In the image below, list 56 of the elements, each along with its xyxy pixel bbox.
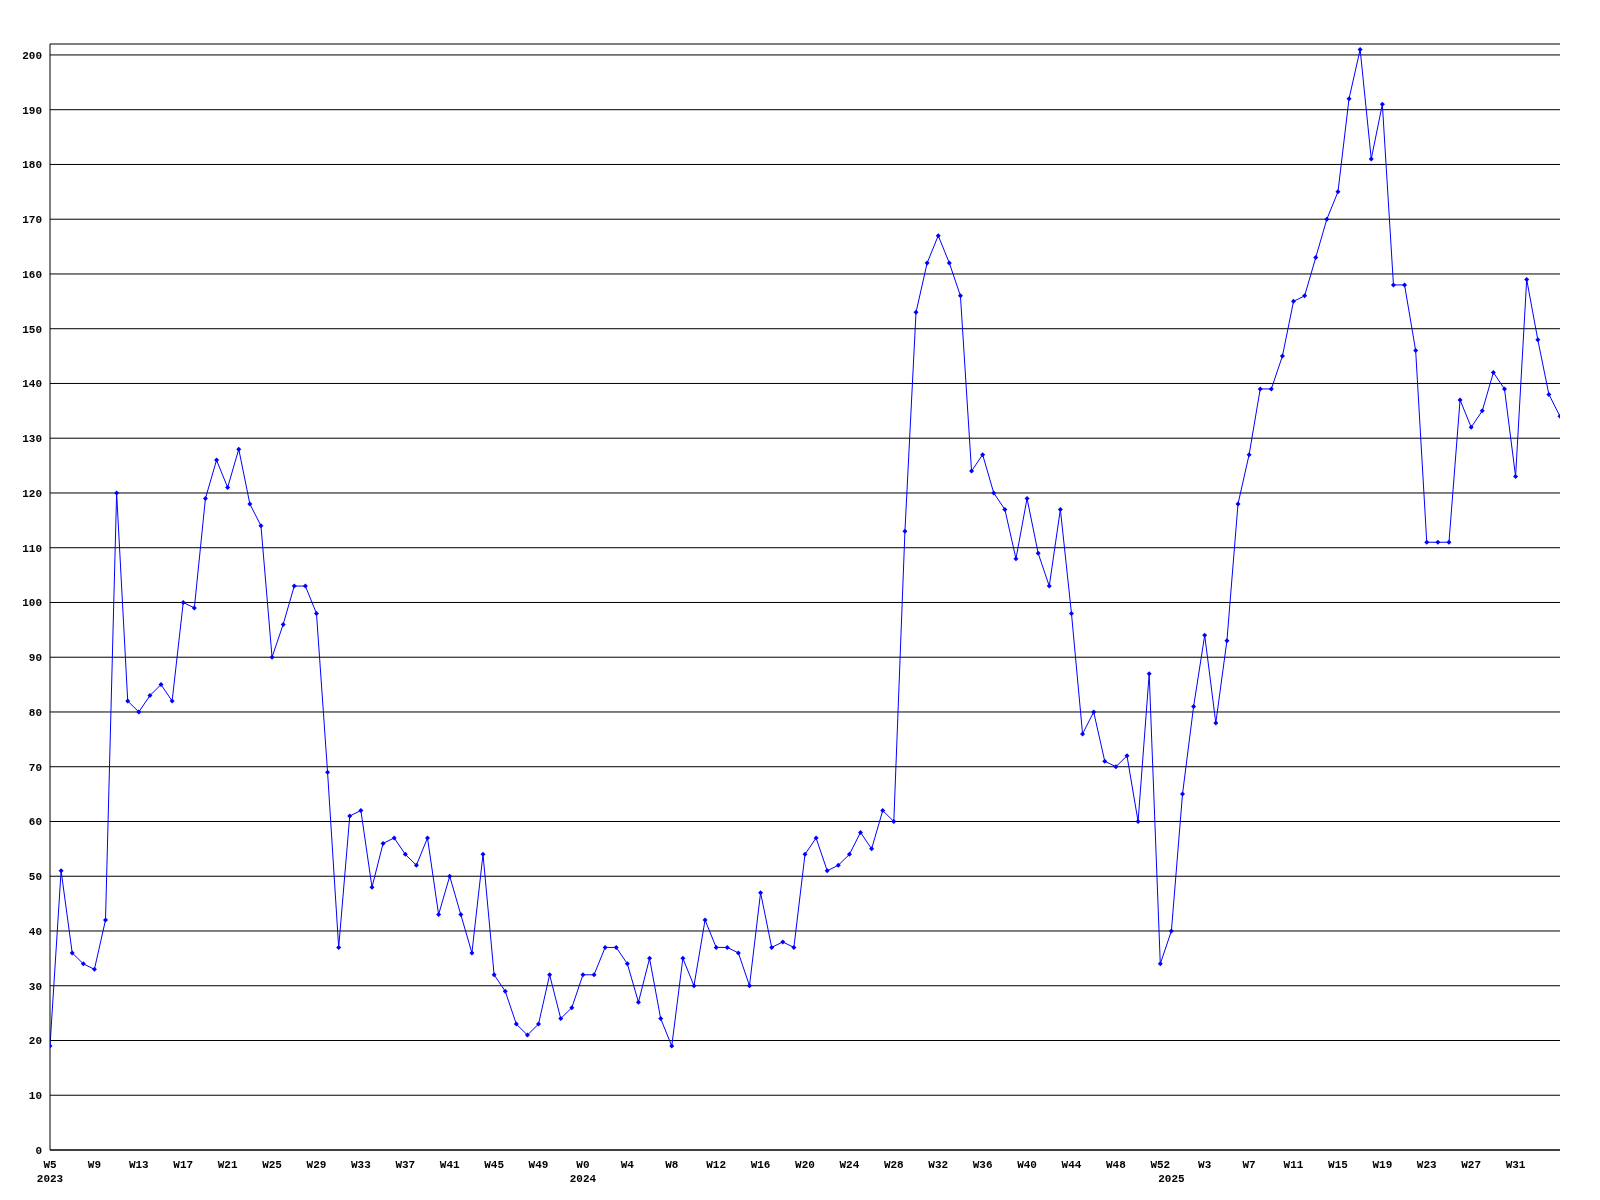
- x-tick-label: W5 2023: [36, 1159, 64, 1185]
- y-tick-label: 120: [22, 487, 42, 500]
- x-tick-label: W12: [706, 1159, 727, 1171]
- y-tick-label: 80: [28, 706, 42, 719]
- x-tick-label: W31: [1505, 1159, 1526, 1171]
- y-tick-label: 60: [28, 816, 42, 829]
- y-tick-label: 50: [28, 871, 42, 884]
- x-tick-label: W15: [1328, 1159, 1349, 1171]
- x-tick-label: W28: [883, 1159, 905, 1171]
- x-tick-label: W45: [484, 1159, 505, 1171]
- y-tick-label: 90: [28, 652, 42, 665]
- x-tick-label: W44: [1061, 1159, 1082, 1171]
- x-tick-label: W36: [972, 1159, 993, 1171]
- x-tick-label: W41: [439, 1159, 460, 1171]
- x-tick-label: W40: [1017, 1159, 1037, 1171]
- y-tick-label: 170: [22, 214, 42, 227]
- x-tick-label: W37: [395, 1159, 416, 1171]
- y-tick-label: 180: [22, 159, 42, 172]
- x-tick-label: W9: [87, 1159, 102, 1171]
- x-tick-label: W7: [1242, 1159, 1256, 1171]
- y-tick-label: 70: [28, 761, 42, 774]
- y-tick-label: 100: [22, 597, 42, 610]
- x-tick-label: W16: [750, 1159, 771, 1171]
- x-tick-label: W24: [839, 1159, 860, 1171]
- y-tick-label: 20: [28, 1035, 42, 1048]
- x-tick-label: W29: [306, 1159, 327, 1171]
- x-tick-label: W48: [1105, 1159, 1127, 1171]
- y-tick-label: 10: [28, 1090, 42, 1103]
- x-tick-label: W13: [128, 1159, 150, 1171]
- x-tick-label: W11: [1283, 1159, 1304, 1171]
- y-tick-label: 150: [22, 323, 42, 336]
- x-tick-label: W23: [1416, 1159, 1438, 1171]
- y-tick-label: 30: [28, 980, 42, 993]
- x-tick-label: W32: [928, 1159, 949, 1171]
- x-tick-label: W27: [1461, 1159, 1482, 1171]
- x-tick-label: W17: [173, 1159, 194, 1171]
- x-tick-label: W33: [350, 1159, 372, 1171]
- x-tick-label: W3: [1198, 1159, 1212, 1171]
- x-tick-label: W20: [795, 1159, 815, 1171]
- x-tick-label: W0 2024: [569, 1159, 597, 1185]
- x-tick-label: W8: [665, 1159, 679, 1171]
- y-tick-label: 140: [22, 378, 42, 391]
- x-tick-label: W49: [528, 1159, 549, 1171]
- y-tick-label: 40: [28, 925, 42, 938]
- y-tick-label: 130: [22, 433, 42, 446]
- x-tick-label: W19: [1372, 1159, 1393, 1171]
- x-tick-label: W25: [262, 1159, 283, 1171]
- y-tick-label: 0: [35, 1144, 42, 1157]
- x-tick-label: W4: [620, 1159, 635, 1171]
- x-tick-label: W52: [1150, 1159, 1171, 1171]
- y-tick-label: 190: [22, 104, 42, 117]
- x-tick-label: W21: [217, 1159, 238, 1171]
- y-tick-label: 110: [22, 542, 42, 555]
- y-tick-label: 160: [22, 268, 42, 281]
- y-tick-label: 200: [22, 49, 42, 62]
- x-tick-label: 2025: [1158, 1173, 1185, 1185]
